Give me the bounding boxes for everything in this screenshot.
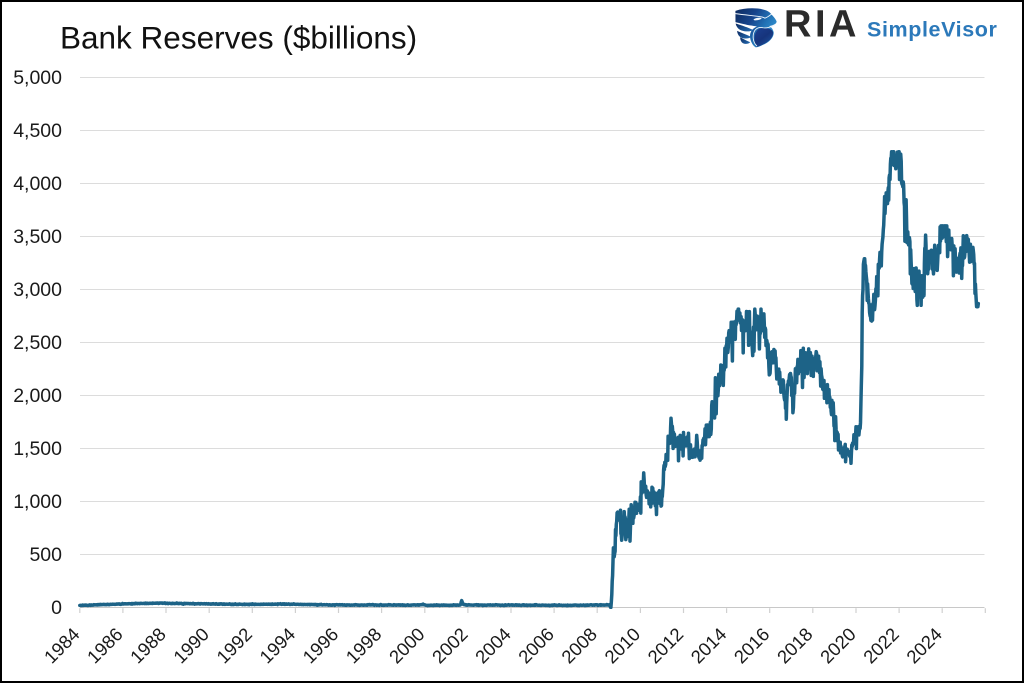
svg-text:2014: 2014 [686,623,730,667]
svg-text:1996: 1996 [298,623,342,667]
svg-text:2000: 2000 [385,623,429,667]
svg-text:3,000: 3,000 [13,279,62,301]
svg-text:500: 500 [29,544,62,566]
svg-text:2012: 2012 [643,623,687,667]
svg-text:2024: 2024 [902,623,946,667]
svg-text:5,000: 5,000 [13,67,62,89]
svg-text:1986: 1986 [83,623,127,667]
svg-text:Bank Reserves ($billions): Bank Reserves ($billions) [60,19,417,55]
svg-text:2010: 2010 [600,623,644,667]
svg-text:2008: 2008 [557,623,601,667]
svg-text:2,500: 2,500 [13,332,62,354]
svg-text:1994: 1994 [255,623,299,667]
svg-text:1,500: 1,500 [13,438,62,460]
svg-text:1984: 1984 [40,623,84,667]
svg-text:RIA: RIA [784,4,860,46]
svg-text:0: 0 [51,597,62,619]
svg-text:2018: 2018 [773,623,817,667]
svg-text:1988: 1988 [126,623,170,667]
svg-text:1990: 1990 [169,623,213,667]
svg-text:1998: 1998 [341,623,385,667]
svg-text:1992: 1992 [212,623,256,667]
svg-text:3,500: 3,500 [13,226,62,248]
svg-text:2004: 2004 [471,623,515,667]
svg-text:4,500: 4,500 [13,120,62,142]
svg-text:1,000: 1,000 [13,491,62,513]
svg-text:2002: 2002 [428,623,472,667]
svg-text:2022: 2022 [859,623,903,667]
svg-text:SimpleVisor: SimpleVisor [867,18,998,42]
svg-text:2,000: 2,000 [13,385,62,407]
svg-text:2016: 2016 [730,623,774,667]
svg-text:4,000: 4,000 [13,173,62,195]
svg-text:2020: 2020 [816,623,860,667]
svg-text:2006: 2006 [514,623,558,667]
